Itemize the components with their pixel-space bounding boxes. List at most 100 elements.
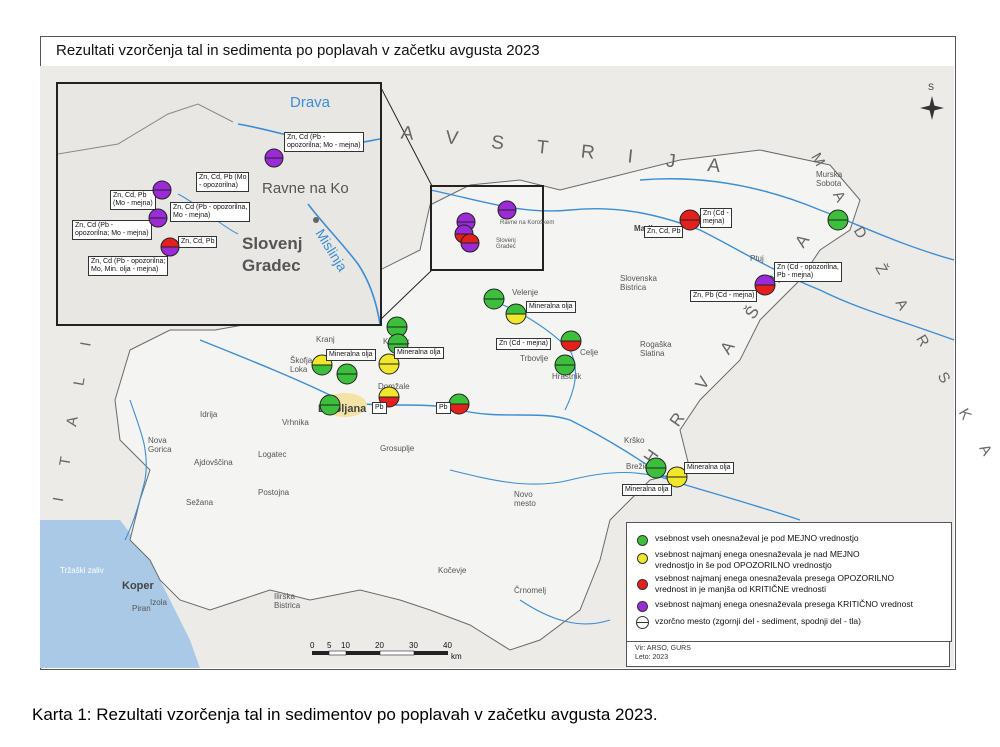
place-label: Hrastnik: [552, 372, 582, 381]
scale-tick-label: 5: [327, 641, 332, 650]
site-label: Pb: [436, 402, 451, 414]
sample-site-green: [336, 363, 358, 385]
place-label: Kočevje: [438, 566, 467, 575]
legend-swatch-sample: [636, 616, 649, 629]
inset-sample-label: Zn, Cd (Pb - opozorilna, Mo - mejna): [170, 202, 251, 222]
sample-site-red: [460, 233, 480, 253]
place-label: Škofja Loka: [290, 356, 313, 374]
place-label: Velenje: [512, 288, 539, 297]
legend-swatch-yellow: [637, 553, 648, 564]
site-label: Zn, Pb (Cd - mejna): [690, 290, 758, 302]
scale-bar: [312, 650, 448, 656]
sample-site-red: [560, 330, 582, 352]
inset-border: [58, 103, 234, 155]
site-label: Zn (Cd - mejna): [496, 338, 552, 350]
site-label: Mineralna olja: [394, 347, 444, 359]
place-label: Rogaška Slatina: [640, 340, 672, 358]
sample-site-yellow: [666, 466, 688, 488]
source-line: Vir: ARSO, GURS: [635, 645, 691, 652]
place-label: Krško: [624, 436, 645, 445]
scale-tick-label: 10: [341, 641, 350, 650]
place-label: Slovenj Gradec: [496, 238, 516, 250]
legend-swatch-red: [637, 579, 648, 590]
sample-site-red: [448, 393, 470, 415]
north-arrow: [920, 96, 944, 120]
place-label: Postojna: [258, 488, 290, 497]
inset-map: Drava Mislinja Ravne na Ko Slovenj Grade…: [56, 82, 382, 326]
site-label: Pb: [372, 402, 387, 414]
place-label: Ravne na Koroškem: [500, 220, 555, 226]
place-label: Ptuj: [750, 254, 764, 263]
place-label: Vrhnika: [282, 418, 309, 427]
legend-swatch-green: [637, 535, 648, 546]
site-label: Mineralna olja: [622, 484, 672, 496]
inset-area-box: [430, 185, 544, 271]
inset-sample-site: [160, 237, 180, 257]
inset-sample-site: [152, 180, 172, 200]
place-label: Tržaški zaliv: [60, 566, 104, 575]
river-kolpa: [519, 599, 611, 625]
inset-town-marker: [313, 217, 319, 223]
place-label: Idrija: [200, 410, 218, 419]
inset-river-label-drava: Drava: [290, 94, 331, 111]
legend: vsebnost vseh onesnaževal je pod MEJNO v…: [626, 522, 952, 642]
sample-site-green: [386, 316, 408, 338]
scale-tick-label: 0: [310, 641, 315, 650]
inset-river-mislinja: [307, 203, 380, 324]
place-label: Domžale: [378, 382, 410, 391]
scale-tick-label: 20: [375, 641, 384, 650]
inset-town-gradec: Gradec: [242, 256, 301, 275]
inset-sample-label: Zn, Cd (Pb - opozorilna; Mo - mejna): [72, 220, 152, 240]
inset-sample-label: Zn, Cd (Pb - opozorilna; Mo - mejna): [284, 132, 364, 152]
place-label: Murska Sobota: [816, 170, 843, 188]
place-label: Novo mesto: [514, 490, 536, 508]
map-title: Rezultati vzorčenja tal in sedimenta po …: [56, 42, 540, 59]
place-label: Piran: [132, 604, 151, 613]
compass-label: S: [928, 82, 935, 92]
source-box: Vir: ARSO, GURS Leto: 2023: [626, 641, 950, 667]
site-label: Zn (Cd - opozorilna, Pb - mejna): [774, 262, 842, 282]
sample-site-green: [483, 288, 505, 310]
legend-text: vzorčno mesto (zgornji del - sediment, s…: [655, 616, 861, 626]
place-label: Izola: [150, 598, 167, 607]
legend-text: vsebnost najmanj enega onesnaževala pres…: [655, 573, 895, 594]
site-label: Mineralna olja: [526, 301, 576, 313]
place-label-koper: Koper: [122, 580, 154, 592]
inset-town-ravne: Ravne na Ko: [262, 180, 349, 197]
place-label: Nova Gorica: [148, 436, 172, 454]
sample-site-green: [554, 354, 576, 376]
scale-tick-label: 40: [443, 641, 452, 650]
inset-sample-site: [148, 208, 168, 228]
inset-sample-label: Zn, Cd, Pb (Mo - mejna): [110, 190, 156, 210]
site-label: Mineralna olja: [684, 462, 734, 474]
place-label: Brežice: [626, 462, 653, 471]
inset-town-slovenj: Slovenj: [242, 234, 303, 253]
legend-text: vsebnost vseh onesnaževal je pod MEJNO v…: [655, 533, 859, 543]
sample-site-green: [319, 394, 341, 416]
sample-site-purple: [497, 200, 517, 220]
sample-site-green: [505, 303, 527, 325]
place-label: Ilirska Bistrica: [274, 592, 301, 610]
adriatic-sea: [40, 520, 200, 668]
river-krka: [449, 469, 671, 485]
inset-sample-label: Zn, Cd, Pb: [178, 236, 218, 248]
place-label: Logatec: [258, 450, 287, 459]
sample-site-red: [679, 209, 701, 231]
inset-sample-label: Zn, Cd (Pb - opozorilna; Mo, Min. olja -…: [88, 256, 169, 276]
place-label: Slovenska Bistrica: [620, 274, 657, 292]
sample-site-purple: [754, 274, 776, 296]
site-label: Zn (Cd - mejna): [700, 208, 732, 228]
inset-sample-label: Zn, Cd, Pb (Mo - opozorilna): [196, 172, 250, 192]
inset-connector-bottom: [377, 269, 433, 323]
site-label: Zn, Cd, Pb: [644, 226, 684, 238]
scale-tick-label: 30: [409, 641, 418, 650]
place-label: Trbovlje: [520, 354, 549, 363]
legend-text: vsebnost najmanj enega onesnaževala je n…: [655, 549, 860, 570]
legend-text: vsebnost najmanj enega onesnaževala pres…: [655, 599, 913, 609]
place-label: Kranj: [316, 335, 335, 344]
place-label: Grosuplje: [380, 444, 415, 453]
place-label: Sežana: [186, 498, 214, 507]
site-label: Mineralna olja: [326, 349, 376, 361]
place-label: Ajdovščina: [194, 458, 233, 467]
river-soca: [124, 399, 147, 541]
